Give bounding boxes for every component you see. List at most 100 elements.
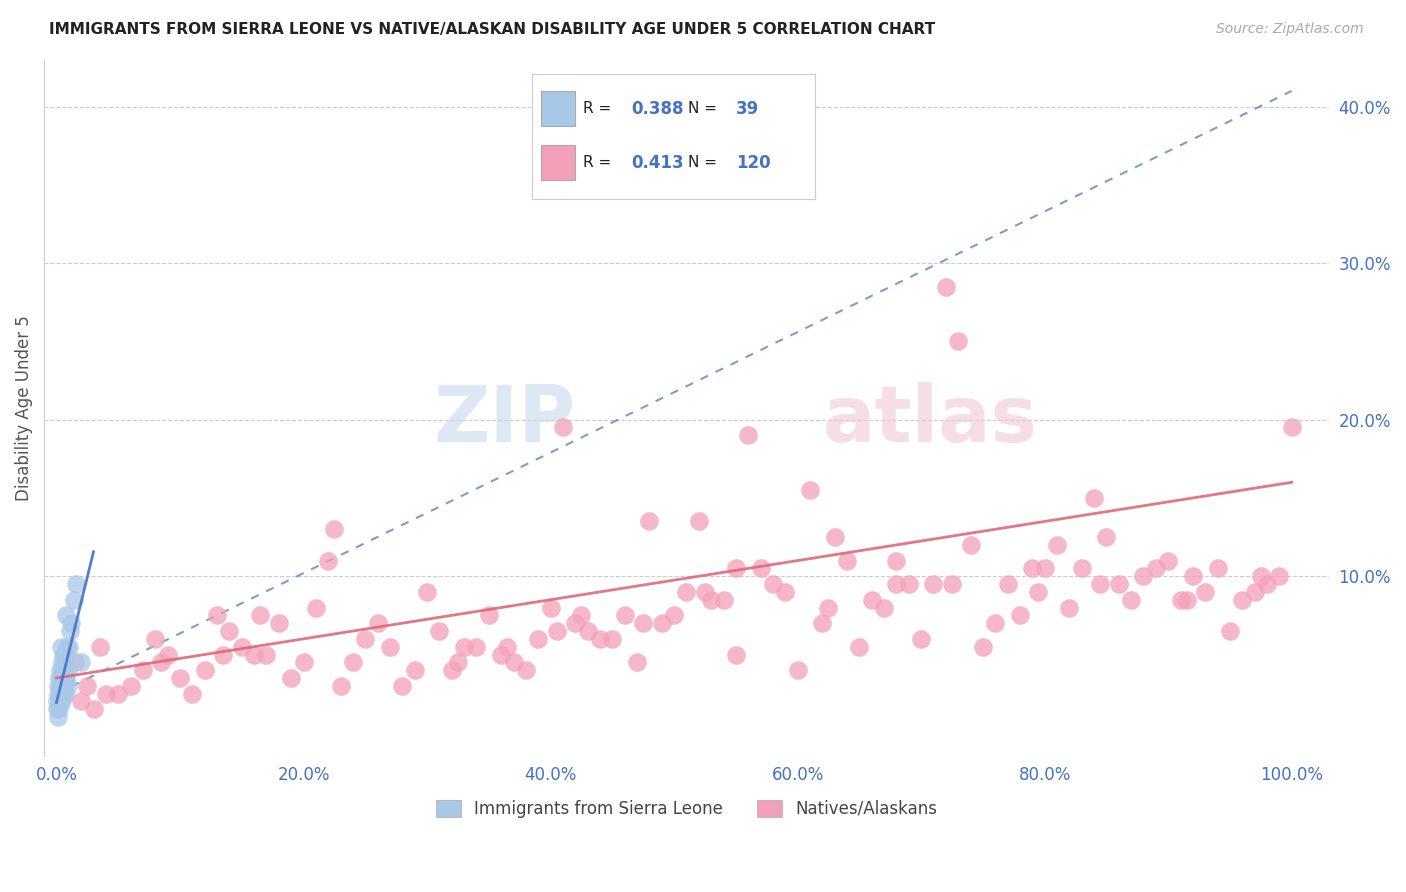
Point <box>169 671 191 685</box>
Point <box>70 656 93 670</box>
Point <box>1033 561 1056 575</box>
Point <box>53 663 76 677</box>
Text: ZIP: ZIP <box>433 382 575 458</box>
Point <box>489 648 512 662</box>
Point <box>564 616 586 631</box>
Point <box>1108 577 1130 591</box>
Point <box>58 640 80 654</box>
Point <box>150 656 173 670</box>
Point <box>502 656 524 670</box>
Point <box>65 577 87 591</box>
Point <box>571 608 593 623</box>
Point <box>53 687 76 701</box>
Point <box>354 632 377 646</box>
Point <box>675 585 697 599</box>
Point <box>231 640 253 654</box>
Point <box>46 710 69 724</box>
Point <box>465 640 488 654</box>
Point <box>60 616 83 631</box>
Point <box>48 702 70 716</box>
Point <box>860 592 883 607</box>
Point <box>1281 420 1303 434</box>
Point <box>1181 569 1204 583</box>
Point <box>49 694 72 708</box>
Point <box>1157 553 1180 567</box>
Point <box>267 616 290 631</box>
Point <box>811 616 834 631</box>
Point <box>737 428 759 442</box>
Point <box>897 577 920 591</box>
Point <box>76 679 98 693</box>
Point <box>143 632 166 646</box>
Point <box>51 640 73 654</box>
Point <box>416 585 439 599</box>
Point <box>46 694 69 708</box>
Point <box>58 663 80 677</box>
Point <box>1090 577 1112 591</box>
Point <box>546 624 568 638</box>
Point <box>218 624 240 638</box>
Point <box>972 640 994 654</box>
Point <box>1232 592 1254 607</box>
Point <box>53 679 76 693</box>
Point <box>205 608 228 623</box>
Text: IMMIGRANTS FROM SIERRA LEONE VS NATIVE/ALASKAN DISABILITY AGE UNDER 5 CORRELATIO: IMMIGRANTS FROM SIERRA LEONE VS NATIVE/A… <box>49 22 935 37</box>
Point <box>1059 600 1081 615</box>
Point <box>53 648 76 662</box>
Point <box>62 592 84 607</box>
Point <box>817 600 839 615</box>
Point <box>662 608 685 623</box>
Point <box>120 679 142 693</box>
Point <box>693 585 716 599</box>
Point <box>367 616 389 631</box>
Point <box>52 687 75 701</box>
Point <box>52 679 75 693</box>
Point <box>700 592 723 607</box>
Point <box>997 577 1019 591</box>
Point <box>156 648 179 662</box>
Point <box>49 687 72 701</box>
Point <box>256 648 278 662</box>
Point <box>713 592 735 607</box>
Point <box>52 671 75 685</box>
Point <box>688 515 710 529</box>
Point <box>89 640 111 654</box>
Point <box>724 648 747 662</box>
Point <box>749 561 772 575</box>
Point <box>496 640 519 654</box>
Point <box>589 632 612 646</box>
Point <box>305 600 328 615</box>
Point <box>83 702 105 716</box>
Point <box>1021 561 1043 575</box>
Point <box>515 663 537 677</box>
Point <box>46 679 69 693</box>
Point <box>1170 592 1192 607</box>
Point <box>775 585 797 599</box>
Point <box>1144 561 1167 575</box>
Point <box>447 656 470 670</box>
Point <box>51 679 73 693</box>
Point <box>51 694 73 708</box>
Point <box>651 616 673 631</box>
Point <box>835 553 858 567</box>
Point <box>107 687 129 701</box>
Point <box>1243 585 1265 599</box>
Point <box>959 538 981 552</box>
Point <box>1070 561 1092 575</box>
Point <box>1219 624 1241 638</box>
Point <box>53 671 76 685</box>
Legend: Immigrants from Sierra Leone, Natives/Alaskans: Immigrants from Sierra Leone, Natives/Al… <box>429 793 943 824</box>
Point <box>638 515 661 529</box>
Point <box>1132 569 1154 583</box>
Point <box>55 671 77 685</box>
Point <box>1046 538 1069 552</box>
Point <box>329 679 352 693</box>
Point <box>429 624 451 638</box>
Point <box>52 663 75 677</box>
Point <box>1121 592 1143 607</box>
Point <box>910 632 932 646</box>
Point <box>56 679 79 693</box>
Text: atlas: atlas <box>823 382 1038 458</box>
Point <box>440 663 463 677</box>
Point <box>49 671 72 685</box>
